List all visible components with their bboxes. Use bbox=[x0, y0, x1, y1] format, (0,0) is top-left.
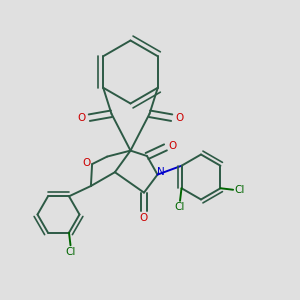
Text: O: O bbox=[77, 113, 86, 123]
Text: O: O bbox=[168, 142, 176, 152]
Text: Cl: Cl bbox=[65, 247, 76, 257]
Text: O: O bbox=[140, 213, 148, 224]
Text: Cl: Cl bbox=[175, 202, 185, 212]
Text: Cl: Cl bbox=[235, 185, 245, 195]
Text: O: O bbox=[82, 158, 90, 168]
Text: N: N bbox=[157, 167, 165, 177]
Text: O: O bbox=[176, 113, 184, 123]
